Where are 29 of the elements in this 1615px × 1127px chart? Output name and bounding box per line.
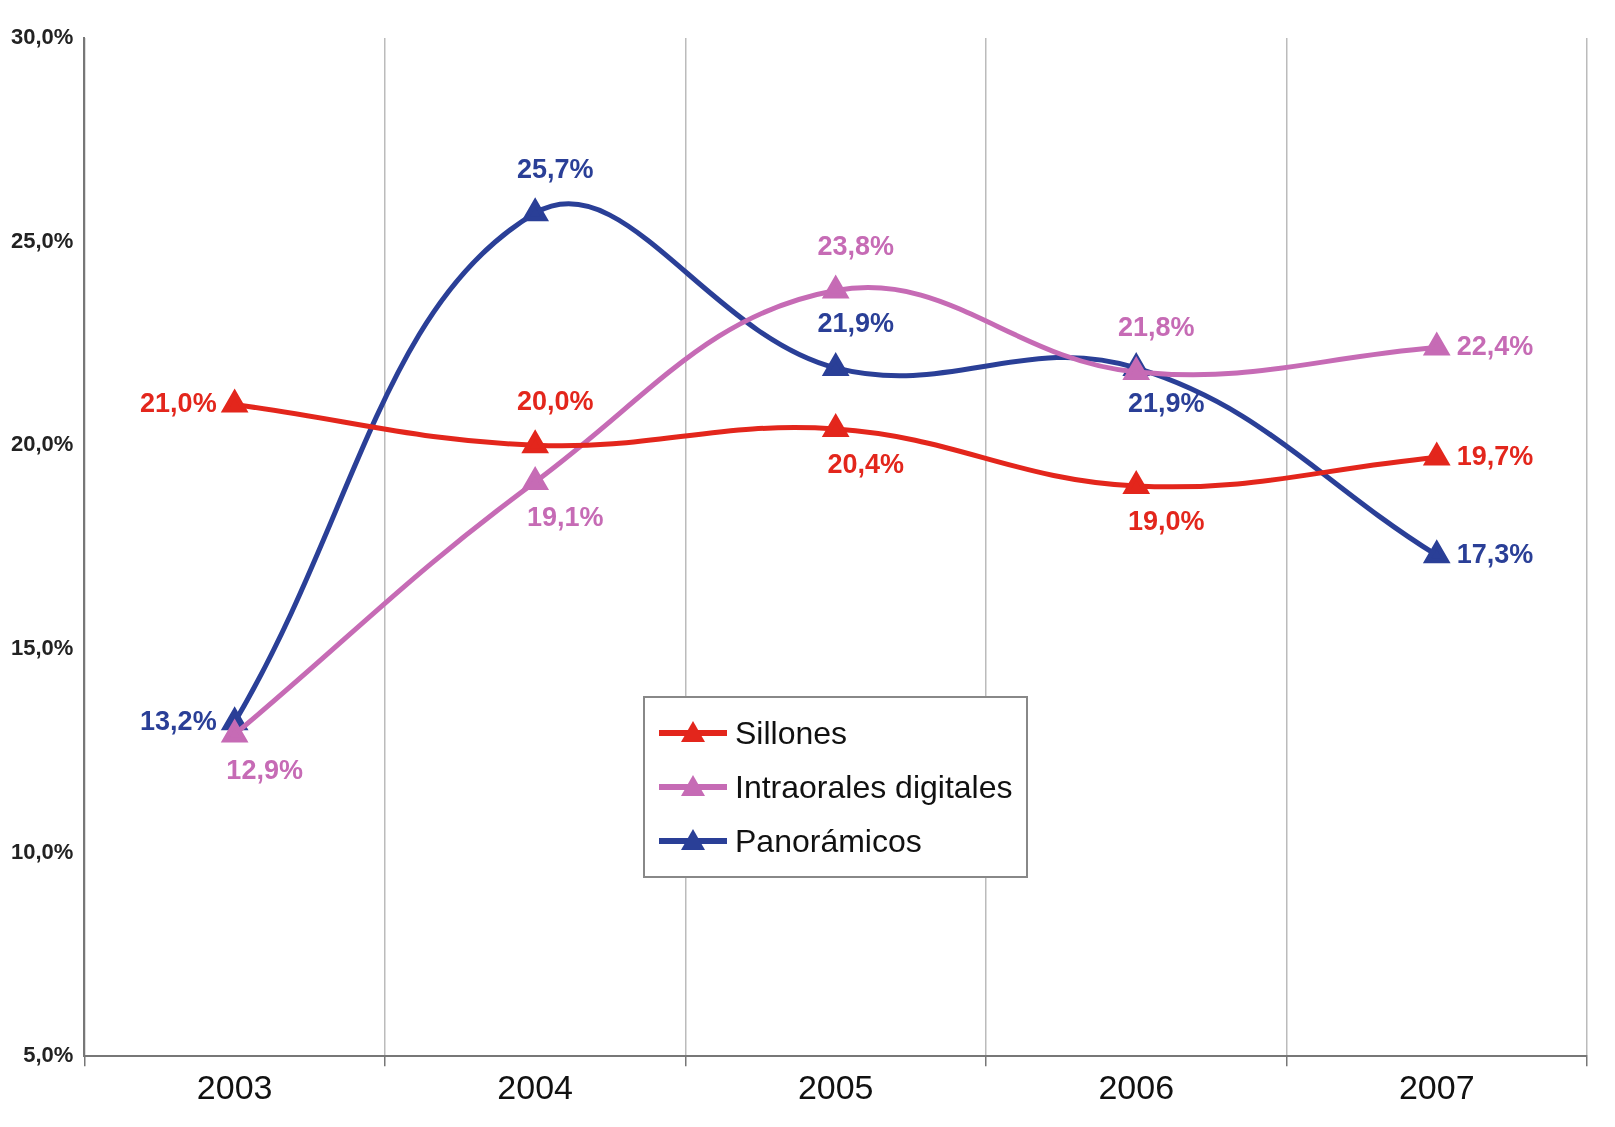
data-label: 19,7% <box>1456 440 1534 471</box>
data-label: 12,9% <box>226 754 303 785</box>
y-tick-label: 15,0% <box>10 634 74 660</box>
y-tick-label: 10,0% <box>10 838 74 864</box>
data-label: 21,9% <box>817 308 894 339</box>
y-tick-label: 20,0% <box>10 431 74 457</box>
data-label: 20,4% <box>827 449 904 480</box>
data-label: 22,4% <box>1456 330 1534 361</box>
x-tick-label: 2005 <box>797 1067 874 1106</box>
data-label: 21,0% <box>140 388 217 419</box>
legend-label: Intraorales digitales <box>735 768 1013 806</box>
data-label: 13,2% <box>140 705 217 736</box>
data-label: 21,8% <box>1117 312 1195 343</box>
data-label: 19,0% <box>1127 506 1205 537</box>
data-label: 19,1% <box>526 502 604 533</box>
legend-label: Sillones <box>735 714 848 752</box>
y-tick-label: 30,0% <box>10 24 74 50</box>
data-label: 25,7% <box>516 153 594 184</box>
data-label: 23,8% <box>817 230 894 261</box>
data-label: 20,0% <box>516 385 594 416</box>
y-tick-label: 5,0% <box>23 1042 74 1068</box>
legend-label: Panorámicos <box>735 822 922 860</box>
data-label: 21,9% <box>1127 388 1205 419</box>
y-tick-label: 25,0% <box>10 227 74 253</box>
x-tick-label: 2003 <box>196 1067 273 1106</box>
x-tick-label: 2004 <box>497 1067 573 1106</box>
data-label: 17,3% <box>1456 538 1534 569</box>
x-tick-label: 2006 <box>1098 1067 1175 1106</box>
x-tick-label: 2007 <box>1398 1067 1475 1106</box>
